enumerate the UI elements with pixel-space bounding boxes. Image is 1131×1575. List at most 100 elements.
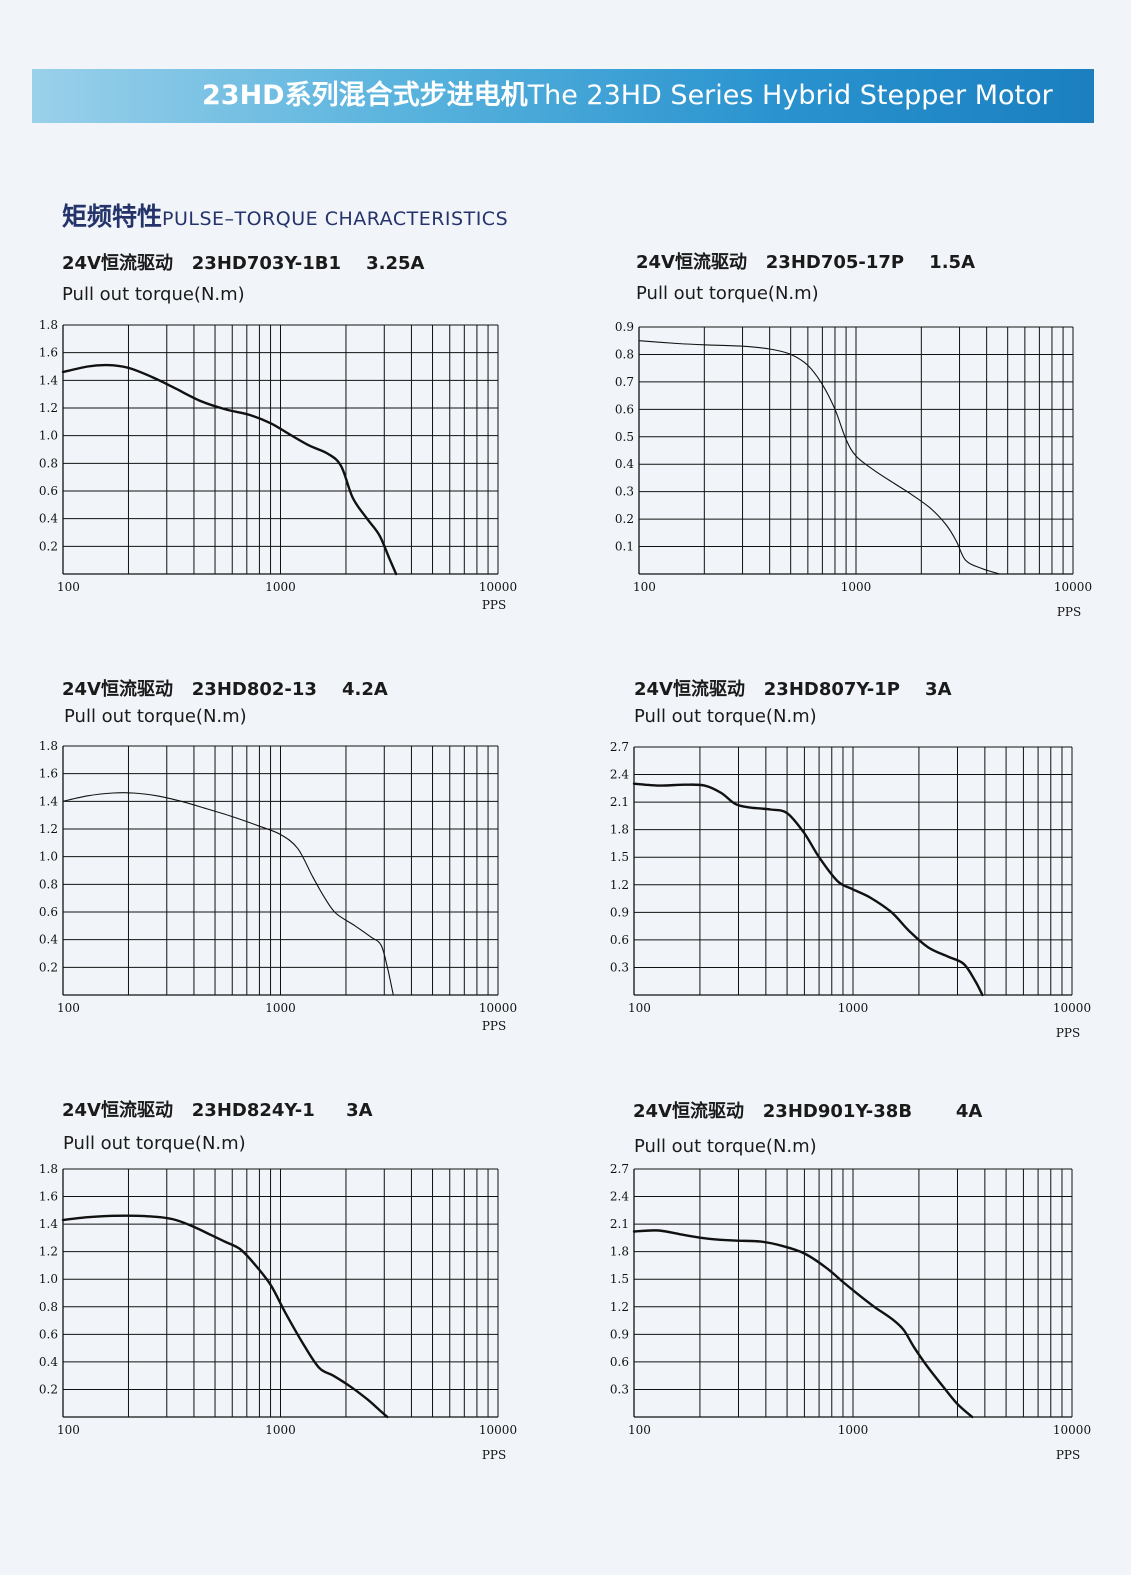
x-axis-label: PPS	[482, 1019, 506, 1033]
plot-grid	[63, 324, 498, 574]
y-tick-label: 1.2	[610, 878, 629, 892]
x-axis-label: PPS	[482, 1448, 506, 1462]
y-tick-label: 2.1	[610, 795, 629, 809]
plot-grid	[63, 1168, 498, 1417]
y-tick-label: 0.2	[615, 512, 634, 526]
x-tick-label: 100	[57, 1001, 80, 1015]
chart-6-title: 24V恒流驱动 23HD901Y-38B 4A	[633, 1101, 983, 1122]
torque-curve	[62, 792, 394, 996]
y-tick-label: 1.8	[610, 1245, 629, 1259]
chart-4-title: 24V恒流驱动 23HD807Y-1P 3A	[634, 679, 952, 700]
chart-3-title: 24V恒流驱动 23HD802-13 4.2A	[62, 679, 388, 700]
section-title-en: PULSE–TORQUE CHARACTERISTICS	[162, 208, 509, 230]
y-tick-label: 1.8	[39, 739, 58, 753]
x-axis-label: PPS	[1057, 605, 1081, 619]
x-tick-label: 100	[57, 1423, 80, 1437]
chart-5: 0.2 0.4 0.6 0.8 1.0 1.2 1.4 1.6 1.8 100 1000 10000 P…	[39, 1162, 517, 1462]
y-tick-label: 0.6	[39, 484, 58, 498]
y-tick-label: 0.9	[610, 1327, 629, 1341]
chart-2-title: 24V恒流驱动 23HD705-17P 1.5A	[636, 252, 976, 273]
y-tick-label: 1.4	[39, 1217, 58, 1231]
y-tick-label: 0.3	[610, 1382, 629, 1396]
y-tick-label: 0.8	[615, 347, 634, 361]
x-tick-label: 100	[628, 1001, 651, 1015]
y-tick-label: 1.5	[610, 1272, 629, 1286]
y-tick-label: 0.9	[610, 905, 629, 919]
page-title-cn: 23HD系列混合式步进电机	[202, 80, 528, 111]
y-tick-label: 1.6	[39, 1190, 58, 1204]
y-tick-label: 0.6	[610, 933, 629, 947]
page-title: 23HD系列混合式步进电机The 23HD Series Hybrid Step…	[202, 79, 1053, 113]
y-tick-label: 1.2	[39, 1245, 58, 1259]
chart-3: 0.2 0.4 0.6 0.8 1.0 1.2 1.4 1.6 1.8 100 1000 10000 P…	[39, 739, 517, 1033]
plot-grid	[63, 745, 498, 995]
section-title: 矩频特性PULSE–TORQUE CHARACTERISTICS	[62, 200, 508, 237]
x-tick-label: 1000	[265, 1423, 296, 1437]
y-tick-label: 1.0	[39, 850, 58, 864]
section-title-cn: 矩频特性	[62, 202, 163, 231]
chart-6-ylabel: Pull out torque(N.m)	[634, 1136, 817, 1157]
y-tick-label: 2.4	[610, 1190, 629, 1204]
y-tick-label: 2.1	[610, 1217, 629, 1231]
y-tick-label: 0.9	[615, 320, 634, 334]
x-tick-label: 100	[628, 1423, 651, 1437]
chart-1-title: 24V恒流驱动 23HD703Y-1B1 3.25A	[62, 253, 425, 274]
chart-4-ylabel: Pull out torque(N.m)	[634, 706, 817, 727]
y-tick-label: 1.8	[39, 318, 58, 332]
x-axis-label: PPS	[1056, 1026, 1080, 1040]
torque-curve	[632, 782, 984, 997]
chart-5-ylabel: Pull out torque(N.m)	[63, 1133, 246, 1154]
y-tick-label: 0.2	[39, 539, 58, 553]
torque-curve	[638, 340, 1001, 575]
y-tick-label: 1.4	[39, 794, 58, 808]
x-tick-label: 10000	[479, 580, 517, 594]
y-tick-label: 2.7	[610, 1162, 629, 1176]
x-tick-label: 10000	[1054, 580, 1092, 594]
y-tick-label: 0.3	[610, 960, 629, 974]
y-tick-label: 2.7	[610, 740, 629, 754]
plot-grid	[634, 1168, 1072, 1417]
y-tick-label: 1.2	[610, 1300, 629, 1314]
x-tick-label: 1000	[838, 1001, 869, 1015]
chart-1: 0.2 0.4 0.6 0.8 1.0 1.2 1.4 1.6 1.8 100 1000 10000 P…	[39, 318, 517, 612]
y-tick-label: 0.8	[39, 1300, 58, 1314]
plot-grid	[639, 326, 1073, 574]
y-tick-label: 0.4	[39, 1355, 58, 1369]
y-tick-label: 0.8	[39, 456, 58, 470]
chart-4: 0.3 0.6 0.9 1.2 1.5 1.8 2.1 2.4 2.7 100 1000 10000 P…	[610, 740, 1091, 1040]
x-axis-label: PPS	[482, 598, 506, 612]
y-tick-label: 0.6	[610, 1355, 629, 1369]
chart-6: 0.3 0.6 0.9 1.2 1.5 1.8 2.1 2.4 2.7 100 1000 10000 P…	[610, 1162, 1091, 1462]
y-tick-label: 1.2	[39, 822, 58, 836]
y-tick-label: 1.5	[610, 850, 629, 864]
x-tick-label: 1000	[838, 1423, 869, 1437]
chart-3-ylabel: Pull out torque(N.m)	[64, 706, 247, 727]
torque-curve	[61, 363, 398, 576]
x-axis-label: PPS	[1056, 1448, 1080, 1462]
y-tick-label: 0.2	[39, 960, 58, 974]
x-tick-label: 100	[57, 580, 80, 594]
plot-grid	[634, 746, 1072, 995]
torque-curve	[632, 1229, 974, 1419]
y-tick-label: 1.0	[39, 429, 58, 443]
y-tick-label: 2.4	[610, 768, 629, 782]
y-tick-label: 0.1	[615, 540, 634, 554]
x-tick-label: 100	[633, 580, 656, 594]
y-tick-label: 0.2	[39, 1382, 58, 1396]
y-tick-label: 1.8	[39, 1162, 58, 1176]
y-tick-label: 0.7	[615, 375, 634, 389]
x-tick-label: 10000	[1053, 1423, 1091, 1437]
y-tick-label: 1.0	[39, 1272, 58, 1286]
y-tick-label: 0.5	[615, 430, 634, 444]
y-tick-label: 0.6	[39, 905, 58, 919]
y-tick-label: 0.3	[615, 485, 634, 499]
x-tick-label: 10000	[479, 1001, 517, 1015]
y-tick-label: 1.6	[39, 346, 58, 360]
x-tick-label: 10000	[1053, 1001, 1091, 1015]
page-title-en: The 23HD Series Hybrid Stepper Motor	[527, 80, 1053, 111]
y-tick-label: 1.4	[39, 373, 58, 387]
x-tick-label: 1000	[265, 1001, 296, 1015]
y-tick-label: 1.6	[39, 767, 58, 781]
chart-1-ylabel: Pull out torque(N.m)	[62, 284, 245, 305]
chart-5-title: 24V恒流驱动 23HD824Y-1 3A	[62, 1100, 373, 1121]
